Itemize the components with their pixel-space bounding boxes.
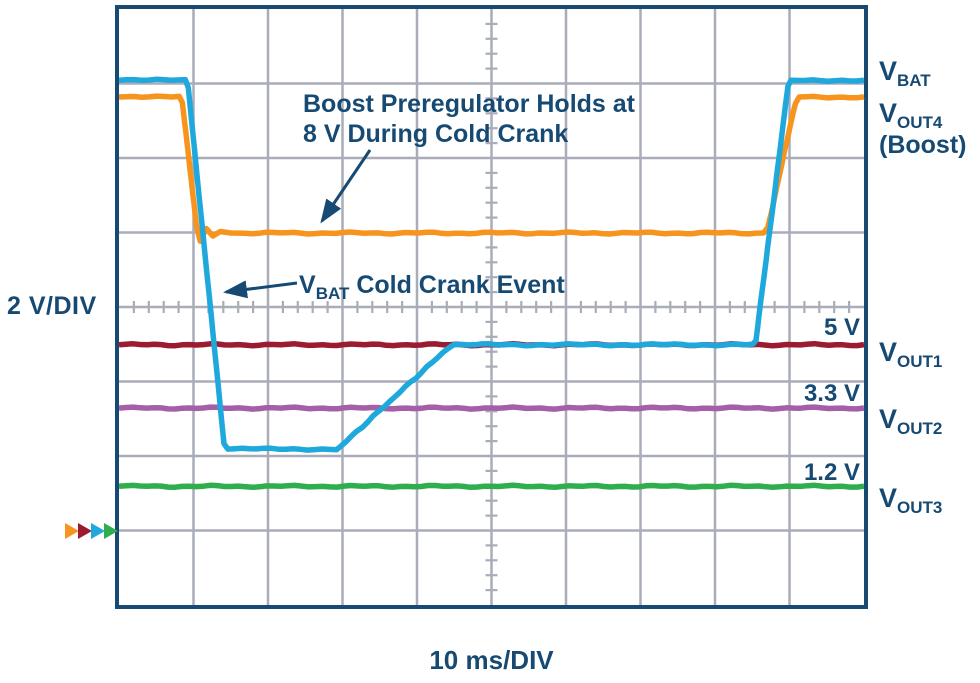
channel-label-vout2: VOUT2 xyxy=(879,404,943,438)
ground-marker-green-icon xyxy=(104,523,118,539)
trace-v_out2 xyxy=(118,404,865,412)
boost-annotation-arrow-icon xyxy=(320,149,372,224)
channel-label-vout3: VOUT3 xyxy=(879,483,943,517)
waveform-canvas xyxy=(65,9,865,605)
channel-label-vout1: VOUT1 xyxy=(879,337,943,371)
channel-label-vbat: VBAT xyxy=(879,56,931,90)
boost-annotation-line1: Boost Preregulator Holds at xyxy=(303,90,635,118)
cold-crank-annotation: VBAT Cold Crank Event xyxy=(299,270,565,303)
cold-crank-annotation-arrow-icon xyxy=(223,280,298,299)
boost-annotation-line2: 8 V During Cold Crank xyxy=(303,120,569,148)
trace-v_out3 xyxy=(118,482,865,491)
vout3-value-label: 1.2 V xyxy=(803,459,860,486)
ground-marker-orange-icon xyxy=(65,523,79,539)
channel-label-vout4: VOUT4 (Boost) xyxy=(879,98,967,159)
scope-plot-area xyxy=(65,5,868,609)
vout2-value-label: 3.3 V xyxy=(803,380,860,407)
cold-crank-annotation-v: V xyxy=(299,271,316,299)
vertical-scale-label: 2 V/DIV xyxy=(7,292,97,320)
channel-label-vout4-boost: (Boost) xyxy=(879,131,967,159)
cold-crank-annotation-sub: BAT xyxy=(315,284,350,303)
trace-v_bat xyxy=(118,76,865,453)
cold-crank-annotation-rest: Cold Crank Event xyxy=(349,271,565,299)
ground-marker-maroon-icon xyxy=(78,523,92,539)
horizontal-scale-label: 10 ms/DIV xyxy=(429,645,554,675)
vout1-value-label: 5 V xyxy=(823,314,860,341)
ground-marker-cyan-icon xyxy=(91,523,105,539)
boost-annotation: Boost Preregulator Holds at 8 V During C… xyxy=(303,89,635,149)
